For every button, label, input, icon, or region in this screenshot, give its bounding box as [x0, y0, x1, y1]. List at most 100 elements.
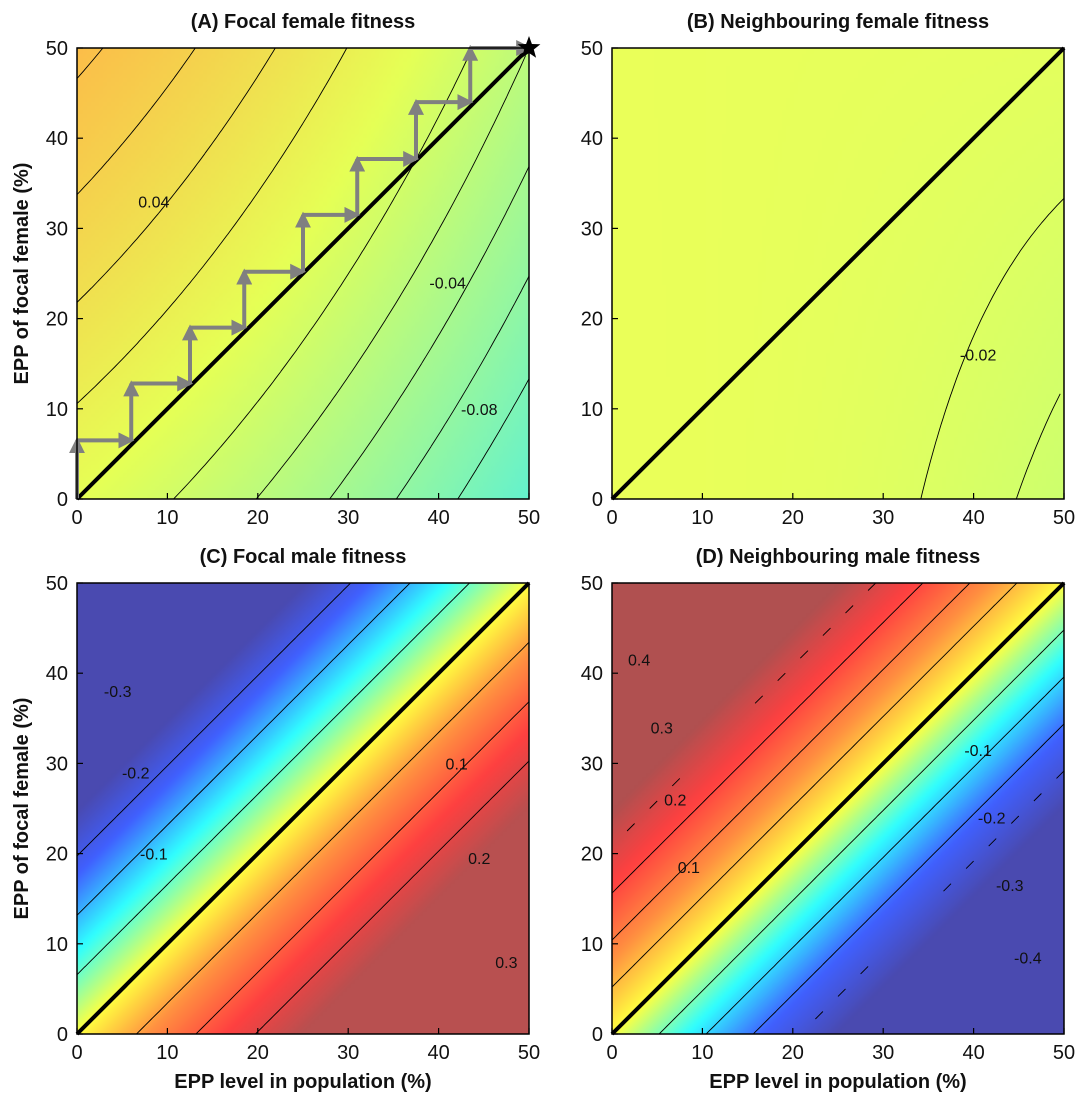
y-tick-label: 10	[46, 934, 68, 956]
x-axis-label: EPP level in population (%)	[174, 1071, 431, 1093]
contour-lines	[77, 48, 529, 499]
contour-label: 0.1	[446, 756, 468, 773]
contour-line	[1015, 393, 1061, 499]
contour-label: -0.3	[996, 878, 1024, 895]
panel-a: 0.04 -0.04 -0.08 0 10 20 30 40 50 0 10 20 30 40 50 (A) …	[11, 11, 541, 529]
contour-line	[195, 701, 529, 1034]
contour-line	[255, 760, 529, 1034]
y-tick-label: 30	[581, 753, 603, 775]
contour-line	[705, 676, 1064, 1034]
contour-line	[77, 583, 351, 857]
contour-label: -0.2	[978, 811, 1006, 828]
contour-label: 0.4	[628, 653, 650, 670]
x-tick-label: 20	[782, 507, 804, 529]
contour-label: 0.3	[495, 955, 517, 972]
x-tick-label: 50	[1053, 1042, 1075, 1064]
x-tick-label: 40	[427, 1042, 449, 1064]
x-tick-label: 30	[872, 507, 894, 529]
contour-line	[77, 48, 276, 303]
x-tick-label: 30	[872, 1042, 894, 1064]
y-tick-label: 20	[581, 309, 603, 331]
x-tick-label: 40	[962, 1042, 984, 1064]
contour-label: -0.02	[960, 348, 997, 365]
contour-label: -0.1	[964, 743, 992, 760]
diagonal-line	[610, 46, 1066, 501]
y-tick-label: 50	[46, 573, 68, 595]
contour-line	[752, 723, 1064, 1034]
contour-line	[329, 166, 529, 499]
panel-b: -0.02 0 10 20 30 40 50 0 10 20 30 40 50 (B) Neighbour…	[581, 11, 1075, 529]
y-tick-label: 50	[46, 38, 68, 60]
x-tick-label: 40	[962, 507, 984, 529]
y-tick-label: 30	[46, 218, 68, 240]
contour-line	[395, 275, 529, 499]
x-tick-label: 20	[247, 1042, 269, 1064]
contour-label: 0.2	[664, 792, 686, 809]
y-tick-label: 10	[46, 399, 68, 421]
panel-title: (D) Neighbouring male fitness	[696, 546, 980, 568]
contour-label: 0.3	[651, 720, 673, 737]
contour-label: -0.2	[122, 765, 150, 782]
x-tick-label: 10	[691, 507, 713, 529]
star-marker	[517, 36, 541, 58]
contour-lines	[77, 583, 529, 1034]
panel-c: -0.3 -0.2 -0.1 0.1 0.2 0.3 0 10 20 30 40 50 0 10 20 30 4…	[11, 546, 540, 1093]
y-tick-label: 40	[46, 128, 68, 150]
y-tick-label: 20	[46, 844, 68, 866]
y-axis-label: EPP of focal female (%)	[11, 698, 33, 920]
x-tick-label: 10	[691, 1042, 713, 1064]
y-tick-label: 40	[581, 663, 603, 685]
contour-line	[255, 55, 527, 499]
x-tick-label: 20	[782, 1042, 804, 1064]
y-tick-label: 20	[581, 844, 603, 866]
contour-label: -0.3	[104, 684, 132, 701]
contour-line	[457, 378, 529, 499]
y-axis-label: EPP of focal female (%)	[11, 163, 33, 385]
x-tick-label: 50	[1053, 507, 1075, 529]
contour-line	[77, 583, 411, 916]
x-tick-label: 10	[156, 507, 178, 529]
y-tick-label: 50	[581, 38, 603, 60]
plot-frame	[76, 47, 530, 500]
x-tick-label: 50	[518, 507, 540, 529]
contour-line	[77, 48, 348, 404]
y-tick-label: 40	[581, 128, 603, 150]
y-tick-label: 40	[46, 663, 68, 685]
x-tick-label: 0	[71, 507, 82, 529]
x-axis-label: EPP level in population (%)	[709, 1071, 966, 1093]
x-tick-label: 10	[156, 1042, 178, 1064]
panel-title: (C) Focal male fitness	[200, 546, 407, 568]
panel-title: (B) Neighbouring female fitness	[687, 11, 989, 33]
contour-label: 0.1	[678, 860, 700, 877]
x-tick-label: 0	[606, 507, 617, 529]
y-tick-label: 10	[581, 399, 603, 421]
contour-line	[658, 629, 1064, 1034]
y-tick-label: 0	[57, 489, 68, 511]
x-tick-label: 40	[427, 507, 449, 529]
y-tick-label: 0	[592, 489, 603, 511]
contour-label: -0.04	[429, 276, 466, 293]
diagonal-line	[610, 581, 1066, 1036]
x-tick-label: 0	[606, 1042, 617, 1064]
plot-frame	[611, 47, 1065, 500]
panel-d: 0.4 0.3 0.2 0.1 -0.1 -0.2 -0.3 -0.4 0 10 20 30 40 50 0…	[581, 546, 1075, 1093]
plot-frame	[76, 582, 530, 1035]
diagonal-line	[75, 581, 531, 1036]
contour-label: -0.08	[461, 402, 498, 419]
y-tick-label: 10	[581, 934, 603, 956]
y-tick-label: 0	[592, 1024, 603, 1046]
contour-line	[612, 583, 924, 894]
contour-label: -0.4	[1014, 950, 1042, 967]
y-tick-label: 0	[57, 1024, 68, 1046]
x-tick-label: 0	[71, 1042, 82, 1064]
contour-label: -0.1	[140, 847, 168, 864]
contour-label: 0.2	[468, 851, 490, 868]
contour-line	[612, 583, 1018, 988]
contour-line	[77, 48, 196, 195]
y-tick-label: 30	[581, 218, 603, 240]
x-tick-label: 30	[337, 1042, 359, 1064]
plot-frame	[611, 582, 1065, 1035]
contour-label: 0.04	[138, 194, 169, 211]
contour-line	[612, 583, 971, 941]
